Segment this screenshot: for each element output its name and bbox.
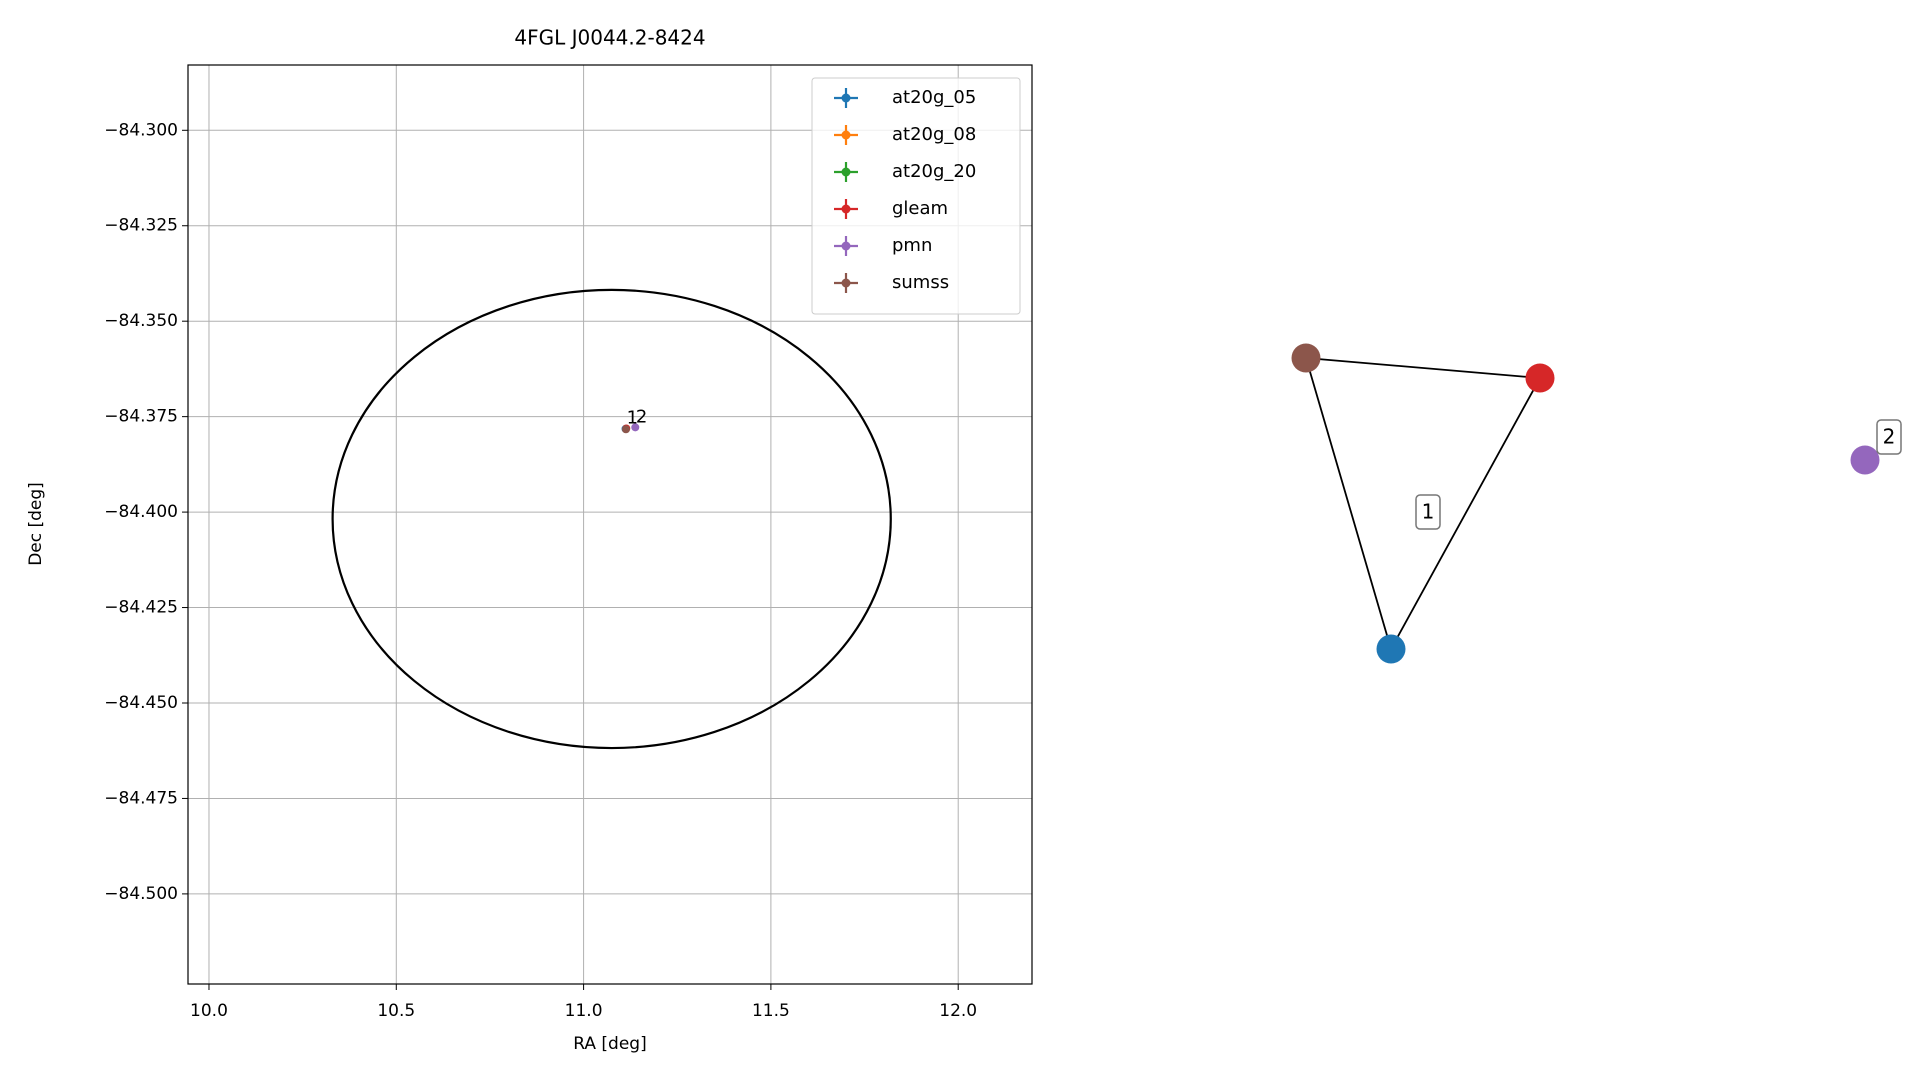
legend-label: gleam — [892, 198, 948, 219]
chart-title: 4FGL J0044.2-8424 — [514, 26, 705, 50]
annotation: 1 — [627, 408, 638, 429]
y-tick-label: −84.450 — [104, 693, 178, 713]
y-tick-label: −84.400 — [104, 502, 178, 522]
x-tick-label: 12.0 — [939, 1001, 977, 1021]
legend-label: sumss — [892, 272, 949, 293]
data-point — [631, 423, 640, 432]
x-axis-label: RA [deg] — [573, 1034, 646, 1054]
plot-frame — [187, 64, 1033, 985]
legend-swatch — [841, 241, 851, 251]
legend-label: at20g_08 — [892, 124, 976, 145]
x-tick-label: 10.0 — [190, 1001, 228, 1021]
y-tick-label: −84.425 — [104, 598, 178, 618]
edge — [1390, 377, 1541, 650]
node — [1376, 634, 1406, 664]
y-tick-label: −84.375 — [104, 407, 178, 427]
y-tick-label: −84.500 — [104, 884, 178, 904]
edge — [1305, 357, 1541, 379]
y-axis-label: Dec [deg] — [26, 482, 46, 566]
x-tick-label: 11.0 — [565, 1001, 603, 1021]
group-label: 1 — [1422, 500, 1435, 524]
legend-box — [811, 77, 1021, 315]
group-label-box — [1415, 494, 1441, 530]
node — [1291, 343, 1321, 373]
y-tick-label: −84.300 — [104, 120, 178, 140]
data-point — [621, 425, 630, 434]
group-label: 2 — [1883, 425, 1896, 449]
edge — [1305, 357, 1392, 650]
x-tick-label: 10.5 — [377, 1001, 415, 1021]
legend-label: at20g_20 — [892, 161, 976, 182]
legend-swatch — [841, 130, 851, 140]
node — [1850, 445, 1880, 475]
legend-swatch — [841, 167, 851, 177]
y-tick-label: −84.350 — [104, 311, 178, 331]
x-tick-label: 11.5 — [752, 1001, 790, 1021]
annotation: 2 — [636, 406, 647, 427]
legend-label: at20g_05 — [892, 87, 976, 108]
y-tick-label: −84.475 — [104, 788, 178, 808]
legend-swatch — [841, 204, 851, 214]
y-tick-label: −84.325 — [104, 216, 178, 236]
legend-swatch — [841, 278, 851, 288]
legend-swatch — [841, 93, 851, 103]
node — [1525, 363, 1555, 393]
legend-label: pmn — [892, 235, 932, 256]
error-ellipse — [331, 288, 892, 750]
group-label-box — [1876, 419, 1902, 455]
